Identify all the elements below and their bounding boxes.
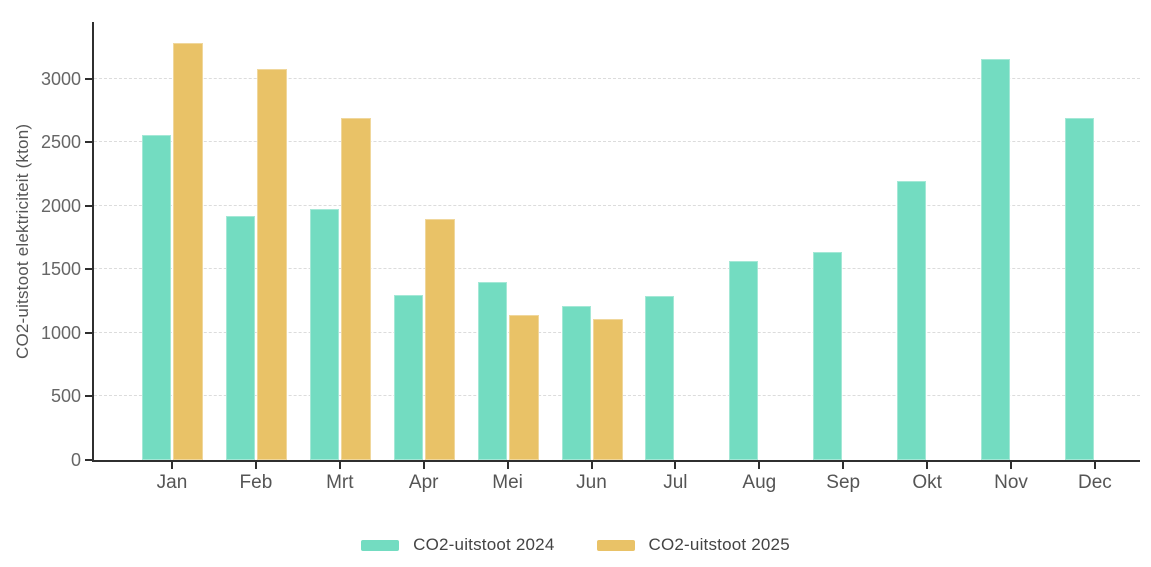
x-axis-label-feb: Feb bbox=[239, 472, 273, 493]
bar-2024-jan bbox=[142, 134, 171, 460]
x-axis-tick bbox=[1010, 462, 1012, 469]
x-axis-label-okt: Okt bbox=[912, 472, 942, 493]
x-axis-tick bbox=[422, 462, 425, 469]
gridline-2000 bbox=[94, 205, 1140, 206]
gridline-3000 bbox=[94, 78, 1140, 79]
bar-2024-apr bbox=[393, 294, 423, 460]
bar-2025-jun bbox=[592, 319, 623, 460]
bar-2025-feb bbox=[256, 68, 287, 460]
bar-2025-mei bbox=[508, 315, 539, 460]
y-axis-tick-label: 2000 bbox=[40, 196, 81, 216]
bar-2025-jan bbox=[173, 43, 203, 460]
y-axis-tick bbox=[85, 141, 92, 143]
x-axis-tick bbox=[674, 462, 677, 469]
legend-label-2025: CO2-uitstoot 2025 bbox=[648, 535, 790, 554]
x-axis-label-jun: Jun bbox=[576, 472, 607, 493]
x-axis-tick bbox=[506, 462, 509, 469]
gridline-1500 bbox=[94, 268, 1140, 269]
bar-2024-aug bbox=[729, 260, 759, 460]
bar-2024-jul bbox=[645, 296, 675, 460]
y-axis-tick bbox=[85, 459, 92, 461]
y-axis-tick bbox=[85, 332, 92, 334]
bar-2024-mei bbox=[477, 282, 507, 460]
bar-2024-sep bbox=[813, 251, 843, 460]
x-axis-tick bbox=[338, 462, 341, 469]
y-axis-tick bbox=[85, 205, 92, 207]
bar-2024-mrt bbox=[309, 208, 339, 460]
gridline-2500 bbox=[94, 141, 1140, 142]
y-axis-tick-label: 0 bbox=[70, 450, 81, 470]
x-axis-tick bbox=[842, 462, 845, 469]
x-axis-label-mei: Mei bbox=[492, 472, 523, 493]
legend-item-2025[interactable]: CO2-uitstoot 2025 bbox=[596, 535, 790, 555]
plot-area: 0 500 1000 1500 2000 2500 3000 Jan Feb Mrt Apr Mei J… bbox=[41, 22, 1140, 493]
x-axis-label-dec: Dec bbox=[1077, 472, 1112, 493]
x-axis-label-apr: Apr bbox=[408, 472, 439, 493]
y-axis-tick-label: 2500 bbox=[40, 132, 81, 152]
x-axis-tick bbox=[590, 462, 593, 469]
y-axis-tick bbox=[85, 78, 92, 80]
y-axis-tick-label: 3000 bbox=[40, 69, 81, 89]
x-axis-tick bbox=[1093, 462, 1096, 469]
x-axis-tick bbox=[171, 462, 173, 469]
y-axis-tick bbox=[85, 268, 92, 270]
bar-2024-okt bbox=[897, 180, 927, 460]
legend: CO2-uitstoot 2024 CO2-uitstoot 2025 bbox=[0, 535, 1151, 555]
legend-swatch-2024-icon bbox=[361, 539, 400, 551]
y-axis-tick-label: 500 bbox=[50, 386, 81, 406]
x-axis-label-sep: Sep bbox=[826, 472, 861, 493]
bar-2024-dec bbox=[1064, 118, 1094, 460]
bar-2025-apr bbox=[424, 218, 455, 460]
y-axis-tick bbox=[85, 395, 92, 397]
bar-2025-mrt bbox=[340, 118, 371, 460]
x-axis-tick bbox=[254, 462, 257, 469]
x-axis-label-mrt: Mrt bbox=[326, 472, 354, 493]
x-axis-tick bbox=[758, 462, 761, 469]
y-axis-tick-label: 1000 bbox=[40, 323, 81, 343]
x-axis-label-jul: Jul bbox=[663, 472, 688, 493]
legend-label-2024: CO2-uitstoot 2024 bbox=[413, 535, 555, 554]
bar-2024-jun bbox=[561, 306, 591, 460]
bar-2024-nov bbox=[981, 58, 1010, 460]
legend-item-2024[interactable]: CO2-uitstoot 2024 bbox=[361, 535, 554, 555]
legend-swatch-2025-icon bbox=[596, 539, 635, 551]
x-axis-label-jan: Jan bbox=[156, 472, 188, 493]
y-axis-tick-label: 1500 bbox=[40, 259, 81, 279]
x-axis-tick bbox=[926, 462, 929, 469]
x-axis-label-aug: Aug bbox=[742, 472, 777, 493]
bar-2024-feb bbox=[225, 216, 255, 460]
x-axis-label-nov: Nov bbox=[994, 472, 1028, 493]
